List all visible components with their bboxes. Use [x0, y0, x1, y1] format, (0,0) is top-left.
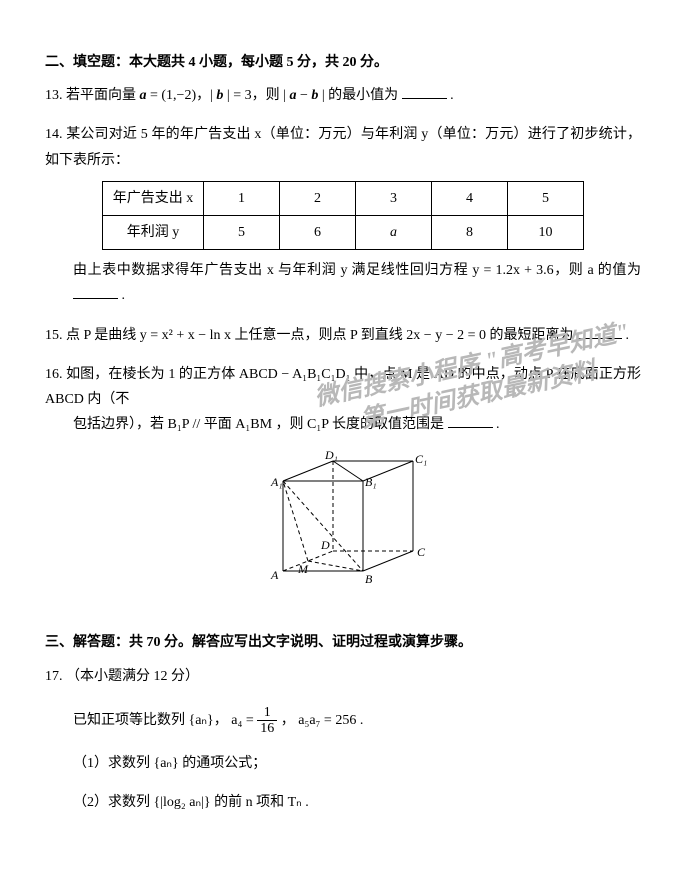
- q13-eq2: | = 3，则 |: [227, 88, 286, 103]
- table-cell: 6: [280, 215, 356, 249]
- q15-tail: .: [626, 328, 630, 343]
- section-3-title: 三、解答题：共 70 分。解答应写出文字说明、证明过程或演算步骤。: [45, 630, 641, 655]
- table-cell: 10: [508, 215, 584, 249]
- q13-text-a: 若平面向量: [66, 88, 140, 103]
- table-cell: 5: [508, 181, 584, 215]
- cube-svg: A₁ B₁ C₁ D₁ A B C D M: [243, 451, 443, 601]
- problem-13: 13. 若平面向量 a = (1,−2)，| b | = 3，则 | a − b…: [45, 83, 641, 108]
- q15-num: 15.: [45, 328, 63, 343]
- table-cell: 4: [432, 181, 508, 215]
- q16-text2: 包括边界），若 B₁P // 平面 A₁BM ，则 C₁P 长度的取值范围是: [73, 417, 444, 432]
- problem-16: 16. 如图，在棱长为 1 的正方体 ABCD − A₁B₁C₁D₁ 中，点 M…: [45, 362, 641, 438]
- q13-eq3: | 的最小值为: [322, 88, 398, 103]
- q14-text2-wrap: 由上表中数据求得年广告支出 x 与年利润 y 满足线性回归方程 y = 1.2x…: [45, 258, 641, 308]
- cube-figure: A₁ B₁ C₁ D₁ A B C D M: [45, 451, 641, 610]
- svg-text:B: B: [365, 572, 373, 586]
- table-cell: 3: [356, 181, 432, 215]
- q16-line2: 包括边界），若 B₁P // 平面 A₁BM ，则 C₁P 长度的取值范围是 .: [45, 412, 641, 437]
- table-cell: 5: [204, 215, 280, 249]
- table-row: 年利润 y 5 6 a 8 10: [103, 215, 584, 249]
- table-cell: 2: [280, 181, 356, 215]
- frac-num: 1: [257, 705, 277, 721]
- q14-text2: 由上表中数据求得年广告支出 x 与年利润 y 满足线性回归方程 y = 1.2x…: [73, 263, 641, 278]
- q13-tail: .: [450, 88, 454, 103]
- vector-b2: b: [311, 88, 318, 103]
- vector-a: a: [140, 88, 147, 103]
- q17-stem-a: 已知正项等比数列 {aₙ}， a₄ =: [73, 713, 257, 728]
- q16-tail: .: [496, 417, 500, 432]
- svg-text:D: D: [320, 538, 330, 552]
- svg-text:C: C: [417, 545, 426, 559]
- table-cell: 1: [204, 181, 280, 215]
- blank-13: [402, 84, 447, 99]
- q17-num: 17.: [45, 669, 63, 684]
- q13-num: 13.: [45, 88, 63, 103]
- svg-text:A: A: [270, 568, 279, 582]
- q17-part1: （1）求数列 {aₙ} 的通项公式；: [45, 751, 641, 776]
- table-row: 年广告支出 x 1 2 3 4 5: [103, 181, 584, 215]
- svg-text:M: M: [297, 562, 309, 576]
- vector-b: b: [216, 88, 223, 103]
- svg-text:A₁: A₁: [270, 475, 283, 489]
- problem-17: 17. （本小题满分 12 分） 已知正项等比数列 {aₙ}， a₄ = 1 1…: [45, 664, 641, 815]
- section-2-title: 二、填空题：本大题共 4 小题，每小题 5 分，共 20 分。: [45, 50, 641, 75]
- table-cell: a: [356, 215, 432, 249]
- svg-text:B₁: B₁: [365, 475, 377, 489]
- q13-mid: −: [300, 88, 311, 103]
- q14-tail: .: [122, 288, 126, 303]
- svg-text:D₁: D₁: [324, 451, 338, 462]
- blank-15: [577, 324, 622, 339]
- q16-text1: 如图，在棱长为 1 的正方体 ABCD − A₁B₁C₁D₁ 中，点 M 是 A…: [45, 367, 641, 407]
- q17-part2: （2）求数列 {|log₂ aₙ|} 的前 n 项和 Tₙ .: [45, 790, 641, 815]
- q14-table: 年广告支出 x 1 2 3 4 5 年利润 y 5 6 a 8 10: [102, 181, 584, 250]
- q17-stem-b: ， a₅a₇ = 256 .: [281, 713, 364, 728]
- table-cell: 年广告支出 x: [103, 181, 204, 215]
- table-cell: 年利润 y: [103, 215, 204, 249]
- q17-score: （本小题满分 12 分）: [66, 669, 199, 684]
- q15-text: 点 P 是曲线 y = x² + x − ln x 上任意一点，则点 P 到直线…: [66, 328, 574, 343]
- problem-15: 15. 点 P 是曲线 y = x² + x − ln x 上任意一点，则点 P…: [45, 323, 641, 348]
- svg-text:C₁: C₁: [415, 452, 427, 466]
- q14-text: 某公司对近 5 年的年广告支出 x（单位：万元）与年利润 y（单位：万元）进行了…: [45, 127, 641, 167]
- frac-den: 16: [257, 721, 277, 736]
- table-cell: 8: [432, 215, 508, 249]
- q16-num: 16.: [45, 367, 63, 382]
- q13-eq1: = (1,−2)，|: [150, 88, 213, 103]
- blank-16: [448, 413, 493, 428]
- fraction: 1 16: [257, 705, 277, 737]
- vector-a2: a: [289, 88, 296, 103]
- q17-stem: 已知正项等比数列 {aₙ}， a₄ = 1 16 ， a₅a₇ = 256 .: [45, 705, 641, 737]
- blank-14: [73, 284, 118, 299]
- q14-num: 14.: [45, 127, 63, 142]
- problem-14: 14. 某公司对近 5 年的年广告支出 x（单位：万元）与年利润 y（单位：万元…: [45, 122, 641, 308]
